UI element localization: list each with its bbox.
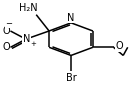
Text: O: O [115,41,123,52]
Text: O: O [2,42,10,52]
Text: N: N [23,34,30,44]
Text: O: O [2,26,10,36]
Text: N: N [67,13,75,23]
Text: H₂N: H₂N [19,3,38,13]
Text: Br: Br [66,73,76,83]
Text: +: + [30,41,36,47]
Text: −: − [5,19,12,28]
